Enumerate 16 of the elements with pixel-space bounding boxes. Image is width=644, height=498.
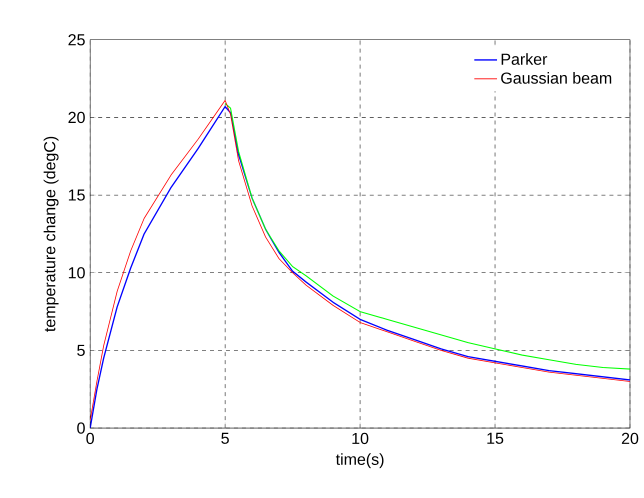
x-tick-label: 5 bbox=[221, 432, 229, 444]
x-tick-label: 0 bbox=[86, 432, 94, 444]
y-tick-label: 20 bbox=[68, 112, 85, 124]
y-tick-label: 10 bbox=[68, 267, 85, 278]
y-axis-title: temperature change (degC) bbox=[44, 136, 59, 332]
x-tick-label: 20 bbox=[622, 432, 638, 444]
y-tick-label: 15 bbox=[68, 189, 85, 201]
legend-label: Parker bbox=[502, 53, 548, 65]
y-tick-label: 0 bbox=[77, 422, 85, 434]
y-tick-label: 25 bbox=[68, 34, 85, 46]
legend-label: Gaussian beam bbox=[501, 72, 612, 84]
x-tick-label: 15 bbox=[487, 432, 504, 444]
y-tick-label: 5 bbox=[77, 344, 85, 356]
x-axis-title: time(s) bbox=[336, 453, 384, 468]
line-series bbox=[224, 102, 630, 370]
x-tick-label: 10 bbox=[352, 432, 368, 444]
